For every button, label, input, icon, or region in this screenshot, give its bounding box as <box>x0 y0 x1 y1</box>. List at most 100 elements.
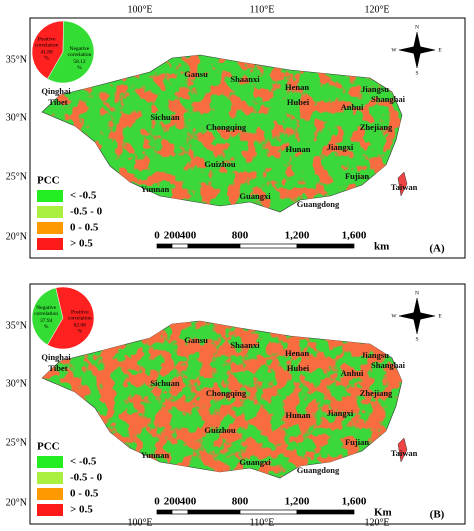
province-label: Qinghai <box>41 352 71 362</box>
province-label: Tibet <box>48 97 67 107</box>
pie-slice <box>47 20 95 84</box>
province-label: Hunan <box>285 144 310 154</box>
province-label: Guangxi <box>239 457 271 467</box>
scale-bar <box>187 509 241 515</box>
legend-swatch <box>37 488 63 500</box>
scale-label: 0 <box>154 230 160 242</box>
province-label: Shanghai <box>371 360 406 370</box>
scale-bar <box>239 243 298 249</box>
panel-label: (B) <box>430 509 445 521</box>
pie-name: Negative <box>36 305 56 311</box>
province-label: Guangxi <box>239 191 271 201</box>
province-label: Zhejiang <box>360 388 393 398</box>
pie-value: 62.06 <box>74 323 87 329</box>
legend-label: > 0.5 <box>70 238 93 250</box>
lat-label: 25°N <box>6 437 27 448</box>
province-label: Sichuan <box>150 378 180 388</box>
pie-slice <box>47 286 95 350</box>
map-frame <box>29 17 466 259</box>
scale-label: 1,200 <box>285 230 310 242</box>
scale-label: 1,200 <box>285 496 310 508</box>
pie-unit: % <box>44 324 49 330</box>
province-label: Guangdong <box>297 199 340 209</box>
province-label: Anhui <box>341 102 364 112</box>
scale-label: 400 <box>180 496 197 508</box>
lat-label: 20°N <box>6 497 27 508</box>
pie-name: Positive <box>38 37 56 43</box>
scale-label: 1,600 <box>342 230 367 242</box>
province-label: Zhejiang <box>360 122 393 132</box>
scale-bar <box>156 243 173 249</box>
province-label: Taiwan <box>391 182 418 192</box>
compass-letter: S <box>415 336 418 342</box>
province-label: Anhui <box>341 368 364 378</box>
taiwan <box>397 437 408 463</box>
compass <box>398 297 436 335</box>
legend-label: 0 - 0.5 <box>70 222 99 234</box>
province-label: Jiangsu <box>361 84 389 94</box>
province-label: Chongqing <box>206 388 247 398</box>
lon-label: 100°E <box>127 517 152 528</box>
pie-unit: % <box>77 65 82 71</box>
lon-label: 120°E <box>364 517 389 528</box>
scale-bar <box>171 509 189 515</box>
compass-letter: W <box>391 313 397 319</box>
scale-bar <box>296 509 355 515</box>
province-label: Guizhou <box>204 425 235 435</box>
province-label: Taiwan <box>391 448 418 458</box>
province-label: Hubei <box>287 363 310 373</box>
scale-bar <box>156 509 173 515</box>
province-label: Sichuan <box>150 112 180 122</box>
province-label: Jiangxi <box>327 408 354 418</box>
province-label: Shaanxi <box>230 340 260 350</box>
scale-label: 800 <box>232 496 249 508</box>
legend-title: PCC <box>37 441 60 453</box>
pie-value: 58.12 <box>73 59 86 65</box>
legend-label: < -0.5 <box>70 190 97 202</box>
lon-label: 100°E <box>127 4 152 15</box>
lat-label: 20°N <box>6 231 27 242</box>
scale-label: 200 <box>164 496 181 508</box>
lat-label: 30°N <box>6 112 27 123</box>
pie-unit: % <box>44 56 49 62</box>
province-label: Shaanxi <box>230 74 260 84</box>
legend-title: PCC <box>37 175 60 187</box>
legend-label: 0 - 0.5 <box>70 488 99 500</box>
legend-swatch <box>37 222 63 234</box>
compass-letter: W <box>391 47 397 53</box>
province-label: Yunnan <box>141 184 170 194</box>
province-label: Henan <box>285 348 309 358</box>
legend-swatch <box>37 190 63 202</box>
legend-label: > 0.5 <box>70 504 93 516</box>
legend-swatch <box>37 206 63 218</box>
scale-bar <box>296 243 355 249</box>
lat-label: 35°N <box>6 54 27 65</box>
pie-slice <box>31 287 64 346</box>
pie-value: 41.88 <box>40 50 53 56</box>
legend-swatch <box>37 472 63 484</box>
panel-label: (A) <box>429 243 445 255</box>
lon-label: 110°E <box>250 4 275 15</box>
province-label: Gansu <box>184 335 208 345</box>
legend-label: -0.5 - 0 <box>70 472 103 484</box>
province-label: Fujian <box>345 437 369 447</box>
scale-bar <box>171 243 189 249</box>
pie-name: correlation <box>68 316 92 322</box>
lat-label: 35°N <box>6 320 27 331</box>
scale-bar <box>187 243 241 249</box>
pie-value: 37.94 <box>40 318 53 324</box>
province-label: Hunan <box>285 410 310 420</box>
compass-letter: E <box>438 47 442 53</box>
province-label: Jiangsu <box>361 350 389 360</box>
pie-unit: % <box>78 329 83 335</box>
province-label: Jiangxi <box>327 142 354 152</box>
lat-label: 30°N <box>6 378 27 389</box>
compass-letter: E <box>438 313 442 319</box>
scale-label: 0 <box>154 496 160 508</box>
province-label: Gansu <box>184 69 208 79</box>
compass-letter: S <box>415 70 418 76</box>
pie-name: Positive <box>71 310 89 316</box>
taiwan <box>397 171 408 197</box>
compass-letter: N <box>415 290 419 296</box>
